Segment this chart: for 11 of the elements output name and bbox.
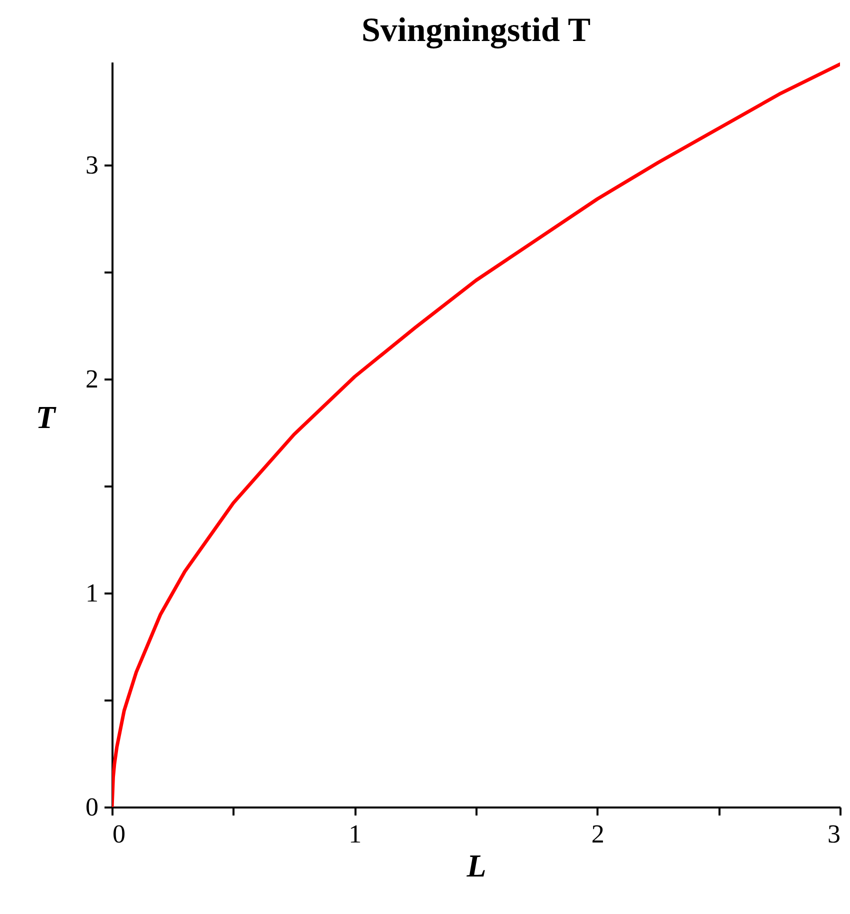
chart-title: Svingningstid T — [361, 12, 591, 49]
x-tick-label: 0 — [112, 820, 126, 848]
y-tick-label: 3 — [86, 150, 98, 180]
x-axis-title: L — [466, 848, 486, 884]
y-tick-label: 0 — [86, 792, 98, 822]
y-axis-title: T — [36, 399, 57, 435]
x-tick-label: 2 — [591, 820, 604, 848]
y-tick-label: 1 — [86, 578, 98, 608]
x-tick-label: 1 — [348, 820, 362, 848]
x-tick-label: 3 — [828, 820, 840, 848]
y-tick-label: 2 — [86, 364, 98, 394]
